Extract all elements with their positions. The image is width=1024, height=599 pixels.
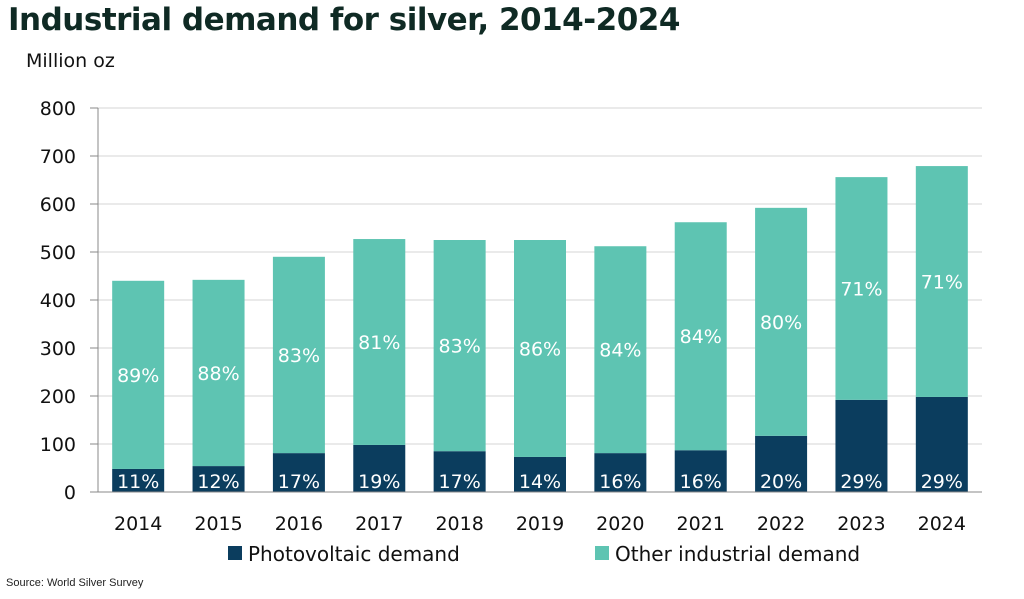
data-label: 16%	[599, 471, 641, 493]
bar-photovoltaic-2019	[514, 456, 566, 492]
y-tick-label: 100	[40, 434, 76, 456]
bar-other-2024	[915, 166, 968, 397]
bar-other-2023	[835, 177, 888, 400]
x-tick-label: 2018	[435, 513, 483, 535]
source-note: Source: World Silver Survey	[6, 577, 144, 589]
y-tick-label: 600	[40, 194, 76, 216]
x-tick-label: 2014	[114, 513, 162, 535]
x-tick-label: 2022	[757, 513, 805, 535]
y-axis-label: Million oz	[26, 50, 115, 72]
y-tick-label: 500	[40, 242, 76, 264]
bar-photovoltaic-2017	[353, 444, 406, 492]
x-tick-label: 2024	[918, 513, 966, 535]
bar-photovoltaic-2021	[674, 450, 727, 492]
bar-other-2018	[433, 240, 486, 452]
data-label: 14%	[519, 471, 561, 493]
data-label: 17%	[278, 471, 320, 493]
data-label: 88%	[197, 363, 239, 385]
bar-photovoltaic-2015	[192, 466, 245, 492]
data-label: 83%	[278, 345, 320, 367]
y-tick-label: 400	[40, 290, 76, 312]
data-label: 19%	[358, 471, 400, 493]
x-tick-label: 2016	[275, 513, 323, 535]
data-label: 20%	[760, 471, 802, 493]
bar-other-2017	[353, 239, 406, 445]
bar-photovoltaic-2022	[755, 435, 808, 492]
data-label: 89%	[117, 365, 159, 387]
data-label: 83%	[439, 336, 481, 358]
data-label: 81%	[358, 332, 400, 354]
legend-label: Photovoltaic demand	[248, 542, 460, 566]
x-tick-label: 2023	[837, 513, 885, 535]
data-label: 84%	[599, 340, 641, 362]
bar-other-2022	[755, 207, 808, 436]
x-tick-label: 2017	[355, 513, 403, 535]
data-label: 29%	[840, 471, 882, 493]
x-tick-label: 2020	[596, 513, 644, 535]
x-tick-label: 2019	[516, 513, 564, 535]
data-label: 71%	[840, 278, 882, 300]
bar-other-2016	[272, 256, 325, 454]
x-tick-label: 2021	[677, 513, 725, 535]
data-label: 71%	[921, 272, 963, 294]
bar-other-2020	[594, 246, 647, 454]
y-tick-label: 700	[40, 146, 76, 168]
bar-other-2014	[112, 280, 165, 469]
y-tick-label: 800	[40, 98, 76, 120]
legend-label: Other industrial demand	[615, 542, 860, 566]
bar-photovoltaic-2024	[915, 396, 968, 492]
data-label: 29%	[921, 471, 963, 493]
bar-photovoltaic-2014	[112, 468, 165, 492]
bar-other-2021	[674, 222, 727, 451]
data-label: 12%	[197, 471, 239, 493]
data-label: 16%	[680, 471, 722, 493]
bar-photovoltaic-2018	[433, 451, 486, 492]
data-label: 17%	[439, 471, 481, 493]
data-label: 86%	[519, 338, 561, 360]
bar-other-2015	[192, 279, 245, 467]
bar-other-2019	[514, 240, 566, 457]
bar-photovoltaic-2016	[272, 453, 325, 492]
bar-photovoltaic-2020	[594, 453, 647, 492]
chart-title: Industrial demand for silver, 2014-2024	[8, 2, 680, 38]
bar-photovoltaic-2023	[835, 399, 888, 492]
data-label: 80%	[760, 312, 802, 334]
data-label: 84%	[680, 326, 722, 348]
y-tick-label: 200	[40, 386, 76, 408]
x-tick-label: 2015	[194, 513, 242, 535]
legend-swatch	[595, 546, 609, 560]
y-tick-label: 300	[40, 338, 76, 360]
legend-swatch	[228, 546, 242, 560]
y-tick-label: 0	[64, 482, 76, 504]
data-label: 11%	[117, 471, 159, 493]
